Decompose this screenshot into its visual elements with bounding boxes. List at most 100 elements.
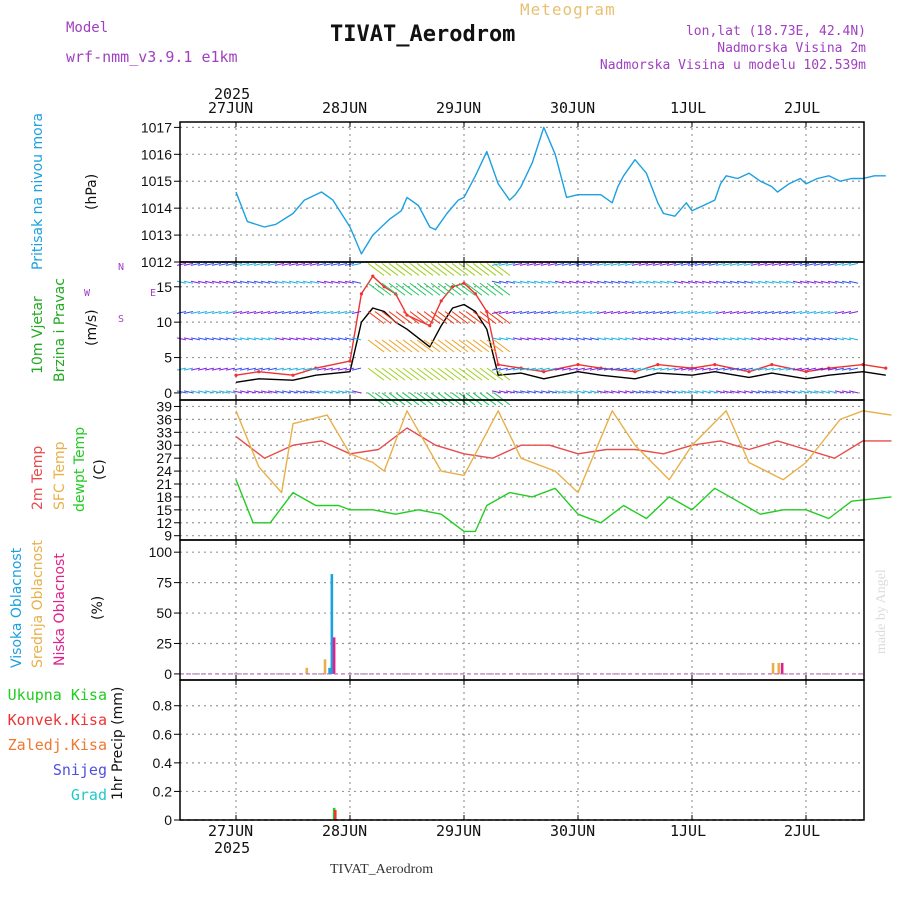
elevation-label: Nadmorska Visina 2m: [717, 41, 866, 56]
wind-arrow: [409, 339, 427, 353]
wind-arrow: [225, 280, 236, 284]
wind-arrow: [197, 280, 208, 284]
wind-arrow: [764, 280, 775, 284]
wind-arrow: [771, 311, 782, 315]
wind-arrow: [729, 280, 740, 284]
wind-arrow: [444, 263, 462, 276]
wind-arrow: [183, 390, 194, 394]
wind-arrow: [197, 367, 208, 371]
wind-arrow: [603, 337, 614, 341]
y-tick-label: 24: [156, 463, 172, 479]
wind-arrow: [729, 337, 740, 341]
wind-arrow: [493, 263, 511, 276]
wind-arrow: [540, 311, 551, 315]
wind-arrow: [687, 390, 698, 394]
wind-arrow: [848, 311, 859, 315]
wind-arrow: [771, 390, 782, 394]
wind-arrow: [330, 390, 341, 394]
wind-arrow: [722, 311, 733, 315]
mid_cloud-bar: [323, 659, 327, 674]
wind-arrow: [512, 311, 523, 315]
wind-arrow: [736, 311, 747, 315]
y-tick-label: 21: [156, 476, 172, 492]
wind-arrow: [659, 337, 670, 341]
wind-arrow: [694, 262, 705, 266]
wind-arrow: [799, 280, 810, 284]
wind-arrow: [813, 367, 824, 371]
wind-arrow: [267, 262, 278, 266]
wind-arrow: [493, 367, 511, 381]
wind-arrow: [750, 390, 761, 394]
wind-arrow: [458, 367, 476, 381]
wind-arrow: [848, 367, 859, 371]
wind-arrow: [183, 280, 194, 284]
wind-arrow: [253, 311, 264, 315]
wind-arrow: [680, 280, 691, 284]
temp-unit: (C): [92, 459, 108, 480]
wind-arrow: [274, 390, 285, 394]
wind-arrow: [743, 367, 754, 371]
wind-arrow: [239, 280, 250, 284]
wind-arrow: [416, 263, 434, 276]
wind-arrow: [540, 367, 551, 371]
wind-arrow: [374, 282, 392, 296]
wind-arrow: [416, 282, 434, 296]
wind-arrow: [505, 337, 516, 341]
wind-arrow: [631, 390, 642, 394]
pressure-line: [235, 126, 886, 255]
wind-arrow: [582, 367, 593, 371]
wind-arrow: [444, 367, 462, 381]
wind-arrow: [687, 311, 698, 315]
wind-arrow: [813, 311, 824, 315]
pressure-unit: (hPa): [84, 173, 100, 210]
wind-arrow: [526, 262, 537, 266]
panel-frame: [179, 121, 865, 263]
wind-arrow: [505, 280, 516, 284]
wind-arrow: [486, 339, 504, 353]
wind-arrow: [631, 367, 642, 371]
wind-arrow: [323, 262, 334, 266]
wind-arrow: [715, 280, 726, 284]
wind-arrow: [764, 337, 775, 341]
wind-arrow: [694, 390, 705, 394]
wind-arrow: [652, 390, 663, 394]
wind-arrow: [402, 339, 420, 353]
wind-arrow: [444, 311, 462, 324]
gust-point: [656, 363, 660, 367]
wind-arrow: [444, 392, 462, 406]
wind-arrow: [666, 311, 677, 315]
wind-arrow: [708, 390, 719, 394]
wind-arrow: [204, 311, 215, 315]
wind-arrow: [374, 311, 392, 324]
wind-arrow: [176, 311, 187, 315]
wind-arrow: [540, 262, 551, 266]
wind-arrow: [561, 390, 572, 394]
wind-arrow: [197, 311, 208, 315]
wind-arrow: [281, 311, 292, 315]
wind-arrow: [260, 280, 271, 284]
wind-arrow: [645, 367, 656, 371]
wind-arrow: [491, 337, 502, 341]
wind-arrow: [820, 262, 831, 266]
wind-arrow: [451, 392, 469, 406]
top-year-label: 2025: [214, 85, 251, 103]
wind-arrow: [472, 282, 490, 296]
wind-arrow: [785, 367, 796, 371]
wind-arrow: [388, 311, 406, 324]
temp-title-2m: 2m Temp: [30, 445, 46, 510]
temp-title-sfc: SFC Temp: [52, 441, 68, 510]
wind-arrow: [176, 337, 187, 341]
wind-arrow: [423, 367, 441, 381]
y-tick-label: 1015: [141, 173, 172, 189]
wind-arrow: [645, 280, 656, 284]
wind-arrow: [582, 280, 593, 284]
wind-arrow: [512, 262, 523, 266]
wind-arrow: [204, 262, 215, 266]
cloud-title-mid: Srednja Oblacnost: [30, 540, 46, 668]
wind-arrow: [409, 282, 427, 296]
wind-arrow: [367, 339, 385, 353]
wind-arrow: [395, 339, 413, 353]
wind-arrow: [764, 367, 775, 371]
wind-arrow: [512, 390, 523, 394]
wind-arrow: [743, 280, 754, 284]
